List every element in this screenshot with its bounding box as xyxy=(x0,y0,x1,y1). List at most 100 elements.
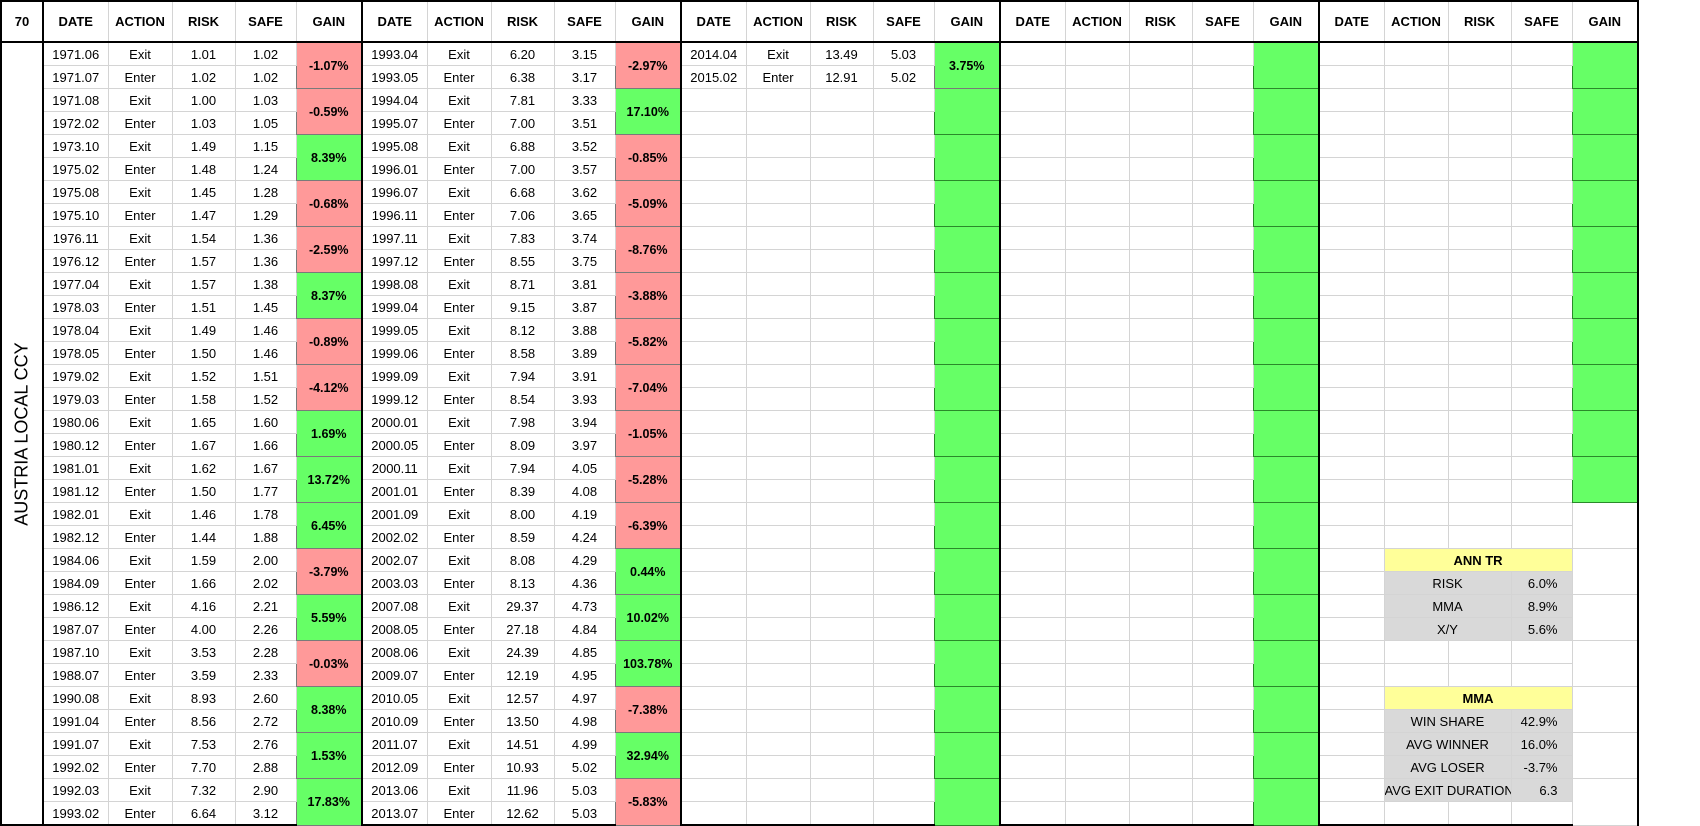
header-risk[interactable]: RISK xyxy=(490,0,555,43)
cell-risk[interactable] xyxy=(1447,433,1512,457)
cell-date[interactable] xyxy=(680,778,747,802)
cell-safe[interactable]: 4.95 xyxy=(553,663,616,687)
cell-action[interactable]: Exit xyxy=(426,410,492,434)
cell-action[interactable]: Enter xyxy=(107,571,173,595)
cell-date[interactable] xyxy=(680,640,747,664)
cell-safe[interactable]: 1.15 xyxy=(234,134,297,158)
cell-action[interactable]: Enter xyxy=(107,663,173,687)
gain-cell[interactable]: 17.83% xyxy=(295,778,363,826)
cell-date[interactable]: 1982.01 xyxy=(42,502,109,526)
cell-date[interactable] xyxy=(999,134,1066,158)
gain-cell-empty[interactable] xyxy=(1571,226,1639,273)
cell-action[interactable]: Enter xyxy=(426,801,492,826)
cell-safe[interactable] xyxy=(1510,41,1573,66)
cell-risk[interactable]: 12.57 xyxy=(490,686,555,710)
cell-date[interactable] xyxy=(1318,180,1385,204)
cell-date[interactable]: 2011.07 xyxy=(361,732,428,756)
cell-risk[interactable] xyxy=(809,755,874,779)
cell-action[interactable] xyxy=(1064,249,1130,273)
cell-safe[interactable] xyxy=(1191,272,1254,296)
cell-action[interactable] xyxy=(745,548,811,572)
cell-risk[interactable]: 1.50 xyxy=(171,479,236,503)
cell-risk[interactable]: 8.09 xyxy=(490,433,555,457)
cell-action[interactable]: Exit xyxy=(107,778,173,802)
cell-safe[interactable] xyxy=(872,594,935,618)
cell-risk[interactable]: 7.00 xyxy=(490,157,555,181)
cell-action[interactable] xyxy=(1064,594,1130,618)
cell-risk[interactable] xyxy=(809,525,874,549)
cell-action[interactable]: Enter xyxy=(107,709,173,733)
gain-cell[interactable]: -8.76% xyxy=(614,226,682,273)
cell-risk[interactable] xyxy=(1128,755,1193,779)
cell-date[interactable]: 1971.08 xyxy=(42,88,109,112)
cell-risk[interactable] xyxy=(1128,111,1193,135)
cell-safe[interactable]: 2.28 xyxy=(234,640,297,664)
cell-risk[interactable]: 8.58 xyxy=(490,341,555,365)
cell-risk[interactable]: 10.93 xyxy=(490,755,555,779)
cell-action[interactable] xyxy=(745,479,811,503)
gain-cell[interactable]: -2.97% xyxy=(614,41,682,89)
cell-action[interactable]: Enter xyxy=(107,479,173,503)
cell-action[interactable]: Exit xyxy=(107,502,173,526)
cell-action[interactable]: Exit xyxy=(426,318,492,342)
cell-action[interactable] xyxy=(745,134,811,158)
cell-safe[interactable] xyxy=(1191,387,1254,411)
cell-safe[interactable] xyxy=(872,801,935,826)
cell-safe[interactable]: 1.45 xyxy=(234,295,297,319)
gain-cell-empty[interactable] xyxy=(1571,134,1639,181)
cell-action[interactable]: Exit xyxy=(107,364,173,388)
cell-action[interactable] xyxy=(745,617,811,641)
cell-action[interactable] xyxy=(745,801,811,826)
cell-safe[interactable]: 4.24 xyxy=(553,525,616,549)
cell-action[interactable] xyxy=(745,272,811,296)
cell-action[interactable]: Exit xyxy=(107,180,173,204)
gain-cell[interactable]: -5.28% xyxy=(614,456,682,503)
gain-cell[interactable]: 13.72% xyxy=(295,456,363,503)
cell-safe[interactable] xyxy=(872,318,935,342)
cell-action[interactable] xyxy=(745,502,811,526)
cell-date[interactable] xyxy=(1318,479,1385,503)
cell-date[interactable] xyxy=(1318,410,1385,434)
cell-date[interactable]: 1999.06 xyxy=(361,341,428,365)
cell-risk[interactable] xyxy=(1128,479,1193,503)
cell-risk[interactable]: 14.51 xyxy=(490,732,555,756)
cell-safe[interactable]: 2.88 xyxy=(234,755,297,779)
cell-safe[interactable] xyxy=(872,341,935,365)
cell-risk[interactable] xyxy=(1128,88,1193,112)
gain-cell[interactable]: -2.59% xyxy=(295,226,363,273)
cell-action[interactable]: Exit xyxy=(426,180,492,204)
cell-date[interactable]: 2000.05 xyxy=(361,433,428,457)
cell-risk[interactable]: 1.65 xyxy=(171,410,236,434)
cell-action[interactable]: Enter xyxy=(426,295,492,319)
cell-safe[interactable] xyxy=(1191,433,1254,457)
cell-safe[interactable] xyxy=(1191,111,1254,135)
gain-cell-empty[interactable] xyxy=(1252,502,1320,549)
cell-date[interactable]: 1979.02 xyxy=(42,364,109,388)
cell-action[interactable]: Enter xyxy=(426,157,492,181)
cell-action[interactable] xyxy=(1064,364,1130,388)
cell-action[interactable] xyxy=(1383,433,1449,457)
gain-cell-empty[interactable] xyxy=(933,456,1001,503)
gain-cell-empty[interactable] xyxy=(933,548,1001,595)
gain-cell[interactable]: -0.03% xyxy=(295,640,363,687)
cell-action[interactable]: Enter xyxy=(107,387,173,411)
cell-action[interactable] xyxy=(1064,180,1130,204)
cell-safe[interactable]: 1.77 xyxy=(234,479,297,503)
cell-date[interactable] xyxy=(680,686,747,710)
cell-risk[interactable] xyxy=(1447,341,1512,365)
header-gain[interactable]: GAIN xyxy=(1252,0,1320,43)
cell-safe[interactable]: 3.62 xyxy=(553,180,616,204)
cell-action[interactable] xyxy=(1383,525,1449,549)
cell-date[interactable] xyxy=(680,433,747,457)
cell-action[interactable]: Enter xyxy=(107,341,173,365)
cell-date[interactable] xyxy=(680,548,747,572)
cell-safe[interactable] xyxy=(1191,571,1254,595)
gain-cell-empty[interactable] xyxy=(1252,272,1320,319)
cell-risk[interactable] xyxy=(1447,41,1512,66)
cell-risk[interactable] xyxy=(809,180,874,204)
cell-safe[interactable]: 4.29 xyxy=(553,548,616,572)
cell-date[interactable]: 2010.05 xyxy=(361,686,428,710)
gain-cell[interactable]: 6.45% xyxy=(295,502,363,549)
cell-risk[interactable]: 8.08 xyxy=(490,548,555,572)
cell-action[interactable] xyxy=(745,433,811,457)
